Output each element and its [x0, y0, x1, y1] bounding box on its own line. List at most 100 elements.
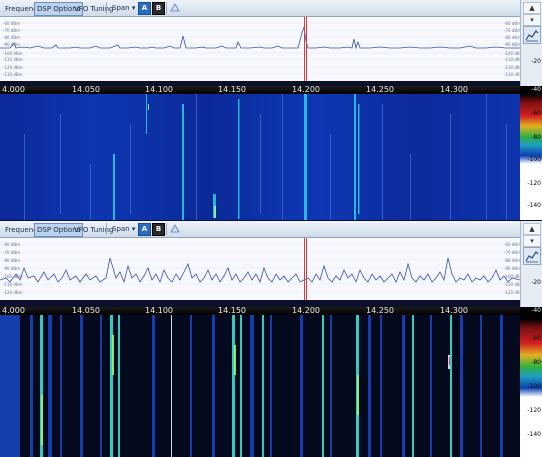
chart-icon[interactable]: [523, 26, 541, 44]
waterfall-display[interactable]: [0, 94, 520, 220]
colorbar-label: -60: [531, 335, 541, 342]
freq-label: 14.100: [145, 306, 173, 315]
receiver-panel-bottom: Frequency DSP Options VFO Tuning Span ▾ …: [0, 221, 542, 457]
scroll-up-button[interactable]: ▲: [523, 2, 541, 14]
toolbar-top: Frequency DSP Options VFO Tuning Span ▾ …: [0, 0, 542, 17]
db-label: -90 dBm: [504, 266, 521, 271]
freq-label: 14.150: [218, 306, 246, 315]
spectrum-display[interactable]: -60 dBm -70 dBm -80 dBm -90 dBm -100 dBm…: [0, 238, 524, 300]
db-label: -120 dBm: [504, 65, 524, 70]
button-b[interactable]: B: [152, 223, 165, 236]
db-label: -120 dBm: [504, 290, 524, 295]
triangle-icon[interactable]: [170, 224, 180, 233]
freq-label: 14.250: [366, 306, 394, 315]
colorbar-label: -60: [531, 110, 541, 117]
colorbar-label: -140: [527, 202, 541, 209]
freq-label: 4.000: [2, 306, 25, 315]
receiver-panel-top: Frequency DSP Options VFO Tuning Span ▾ …: [0, 0, 542, 221]
db-label: -110 dBm: [3, 57, 23, 62]
sidebar-bottom: ▲ ▾ -20: [520, 221, 542, 307]
tab-vfo-tuning[interactable]: VFO Tuning: [74, 226, 114, 234]
db-label: -70 dBm: [504, 250, 521, 255]
db-label: -70 dBm: [504, 28, 521, 33]
db-label: -110 dBm: [3, 282, 23, 287]
tab-frequency[interactable]: Frequency: [5, 5, 42, 13]
db-label: -60 dBm: [3, 242, 20, 247]
db-label: -60 dBm: [504, 21, 521, 26]
scale-label: -40: [531, 86, 541, 93]
colorbar-bottom: -40 -60 -80 -100 -120 -140: [520, 307, 542, 457]
tab-vfo-tuning[interactable]: VFO Tuning: [74, 5, 114, 13]
waterfall-display[interactable]: [0, 315, 520, 457]
db-label: -70 dBm: [3, 250, 20, 255]
freq-label: 14.100: [145, 85, 173, 94]
vfo-marker-edge: [306, 238, 307, 300]
button-a[interactable]: A: [138, 2, 151, 15]
scale-label: -20: [531, 279, 541, 286]
freq-label: 14.300: [440, 85, 468, 94]
db-label: -100 dBm: [3, 51, 23, 56]
vfo-marker[interactable]: [306, 17, 307, 81]
toolbar-bottom: Frequency DSP Options VFO Tuning Span ▾ …: [0, 221, 542, 238]
freq-label: 4.000: [2, 85, 25, 94]
db-label: -100 dBm: [504, 274, 524, 279]
db-label: -80 dBm: [3, 258, 20, 263]
scroll-down-button[interactable]: ▾: [523, 14, 541, 26]
span-label: Span: [112, 4, 130, 12]
tab-dsp-options[interactable]: DSP Options: [34, 2, 84, 16]
button-a[interactable]: A: [138, 223, 151, 236]
span-dropdown[interactable]: Span ▾: [112, 223, 135, 235]
freq-label: 14.300: [440, 306, 468, 315]
toolbar-divider: [106, 223, 107, 235]
frequency-ruler[interactable]: 4.000 14.050 14.100 14.150 14.200 14.250…: [0, 85, 520, 94]
db-label: -110 dBm: [504, 57, 524, 62]
button-b[interactable]: B: [152, 2, 165, 15]
colorbar-label: -100: [527, 156, 541, 163]
freq-label: 14.050: [72, 306, 100, 315]
colorbar-label: -80: [531, 134, 541, 141]
span-label: Span: [112, 225, 130, 233]
db-label: -90 dBm: [504, 42, 521, 47]
db-label: -120 dBm: [3, 290, 23, 295]
db-label: -60 dBm: [3, 21, 20, 26]
db-label: -100 dBm: [3, 274, 23, 279]
db-label: -80 dBm: [3, 35, 20, 40]
tab-dsp-options[interactable]: DSP Options: [34, 223, 84, 237]
triangle-icon[interactable]: [170, 3, 180, 12]
scale-label: -40: [531, 307, 541, 314]
span-dropdown[interactable]: Span ▾: [112, 2, 135, 14]
vfo-marker-edge: [304, 17, 305, 81]
toolbar-divider: [166, 223, 167, 235]
db-label: -90 dBm: [3, 266, 20, 271]
db-label: -70 dBm: [3, 28, 20, 33]
toolbar-divider: [166, 2, 167, 14]
db-label: -130 dBm: [3, 72, 23, 77]
waterfall-signals: [0, 315, 503, 457]
scroll-up-button[interactable]: ▲: [523, 223, 541, 235]
colorbar-label: -120: [527, 407, 541, 414]
spectrum-grid: [0, 22, 520, 75]
colorbar-label: -100: [527, 383, 541, 390]
db-label: -80 dBm: [504, 35, 521, 40]
toolbar-divider: [106, 2, 107, 14]
vfo-marker[interactable]: [304, 238, 305, 300]
tab-frequency[interactable]: Frequency: [5, 226, 42, 234]
scroll-down-button[interactable]: ▾: [523, 235, 541, 247]
sidebar-top: ▲ ▾ -20: [520, 0, 542, 86]
chevron-down-icon: ▾: [131, 4, 136, 12]
frequency-ruler[interactable]: 4.000 14.050 14.100 14.150 14.200 14.250…: [0, 306, 520, 315]
chart-icon[interactable]: [523, 247, 541, 265]
spectrum-display[interactable]: -60 dBm -70 dBm -80 dBm -90 dBm -100 dBm…: [0, 17, 524, 81]
waterfall-signals: [24, 94, 507, 220]
spectrum-trace: [0, 26, 520, 50]
freq-label: 14.200: [292, 306, 320, 315]
spectrum-trace: [0, 257, 520, 284]
db-label: -90 dBm: [3, 42, 20, 47]
colorbar-label: -120: [527, 180, 541, 187]
db-label: -60 dBm: [504, 242, 521, 247]
db-label: -80 dBm: [504, 258, 521, 263]
scale-label: -20: [531, 58, 541, 65]
freq-label: 14.050: [72, 85, 100, 94]
chevron-down-icon: ▾: [131, 225, 136, 233]
freq-label: 14.200: [292, 85, 320, 94]
